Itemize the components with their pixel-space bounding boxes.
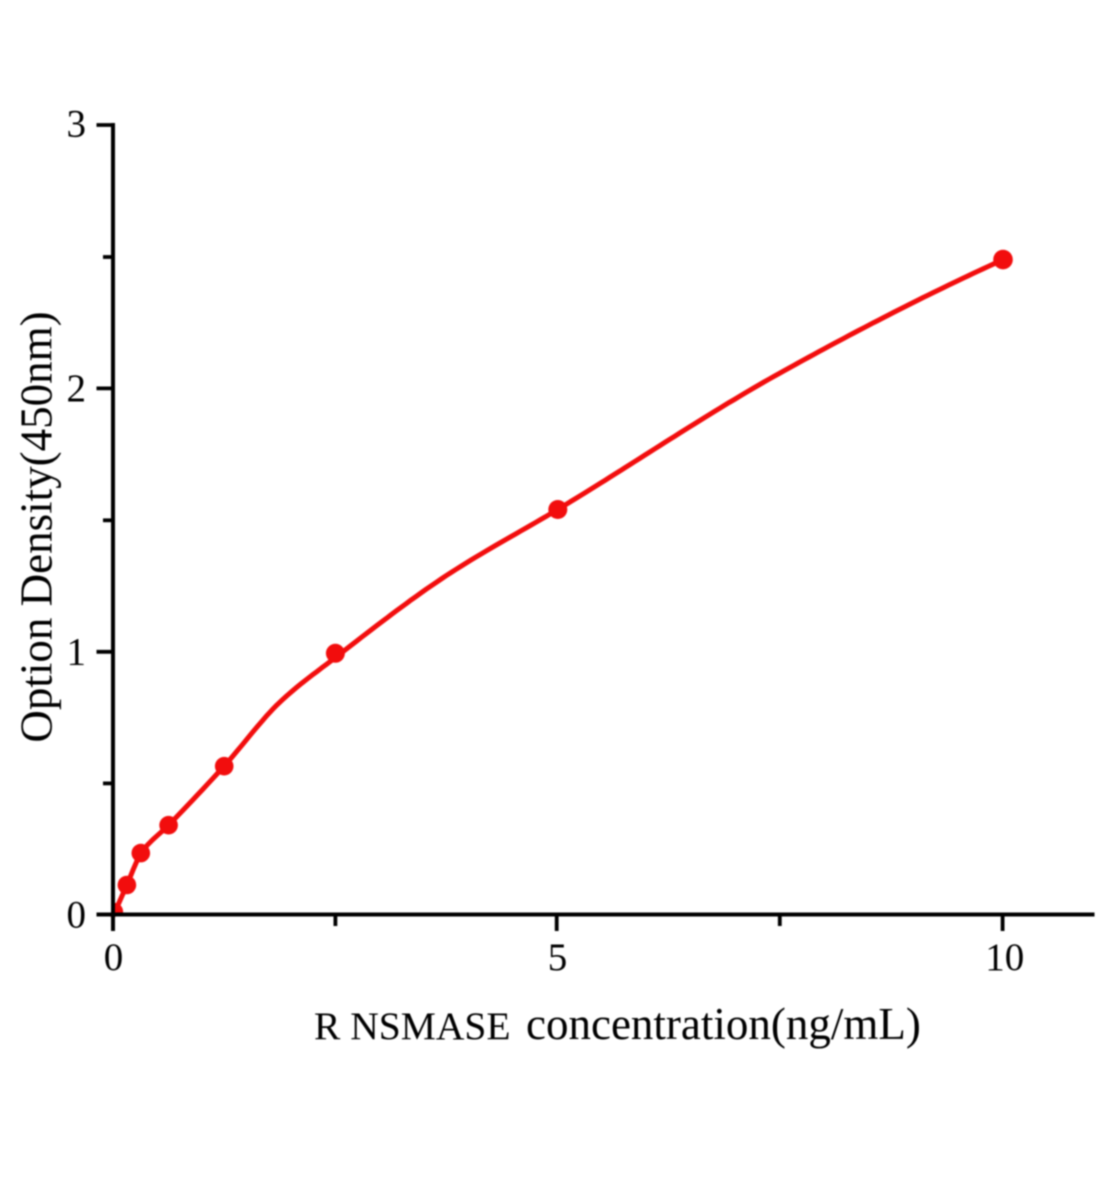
svg-text:3: 3 [67, 103, 87, 146]
svg-text:5: 5 [548, 936, 568, 979]
svg-text:0: 0 [104, 936, 124, 979]
svg-text:0: 0 [67, 894, 87, 937]
svg-text:Option Density(450nm): Option Density(450nm) [12, 311, 62, 742]
svg-text:1: 1 [67, 631, 87, 674]
svg-text:2: 2 [67, 367, 87, 410]
svg-text:10: 10 [985, 936, 1024, 979]
